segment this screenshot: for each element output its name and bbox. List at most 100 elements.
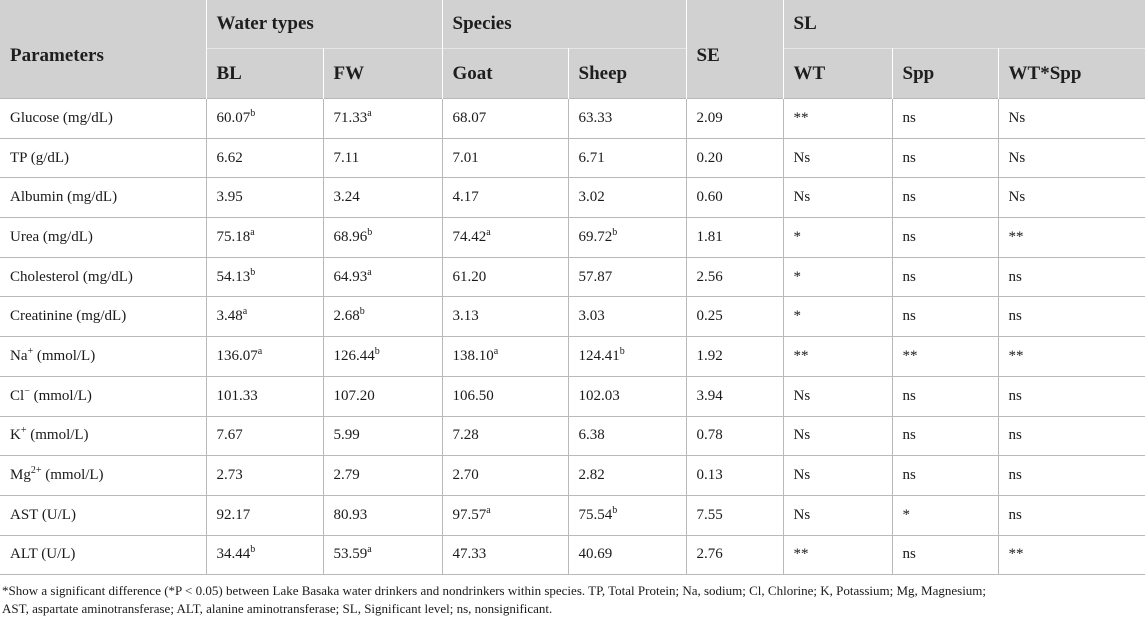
- value-goat: 3.13: [452, 308, 479, 325]
- cell-wt: Ns: [782, 415, 893, 457]
- superscript-bl: a: [257, 345, 263, 357]
- cell-wtspp: ns: [997, 494, 1145, 536]
- value-sheep: 57.87: [578, 268, 613, 285]
- cell-parameter: ALT (U/L): [0, 534, 207, 576]
- cell-wtspp: Ns: [997, 98, 1145, 139]
- parameter-name: Cl: [10, 387, 25, 404]
- cell-goat: 3.13: [441, 296, 569, 338]
- cell-wt: Ns: [782, 137, 893, 179]
- cell-wt: *: [782, 256, 893, 298]
- cell-goat: 68.07: [441, 98, 569, 139]
- table-row: ALT (U/L) 34.44b 53.59a 47.33 40.69 2.76 ** ns *…: [0, 534, 1145, 576]
- cell-se: 0.13: [685, 455, 784, 496]
- cell-sheep: 57.87: [567, 256, 687, 298]
- superscript-bl: b: [250, 266, 256, 278]
- cell-spp: ns: [891, 534, 999, 576]
- cell-parameter: Albumin (mg/dL): [0, 177, 207, 219]
- header-goat: Goat: [442, 48, 569, 99]
- superscript-fw: b: [359, 306, 365, 318]
- cell-parameter: AST (U/L): [0, 494, 207, 536]
- cell-wtspp: Ns: [997, 177, 1145, 219]
- value-fw: 64.93: [333, 268, 368, 285]
- table-row: K+ (mmol/L) 7.67 5.99 7.28 6.38 0.78 Ns ns ns: [0, 415, 1145, 457]
- value-goat: 138.10: [452, 347, 494, 364]
- cell-se: 2.56: [685, 256, 784, 298]
- cell-se: 0.78: [685, 415, 784, 457]
- cell-wtspp: ns: [997, 415, 1145, 457]
- parameter-name: Glucose (mg/dL): [10, 109, 113, 126]
- cell-spp: ns: [891, 296, 999, 338]
- cell-spp: *: [891, 494, 999, 536]
- header-species: Species: [442, 0, 687, 49]
- cell-se: 1.92: [685, 336, 784, 377]
- cell-bl: 101.33: [205, 375, 324, 417]
- table-row: AST (U/L) 92.17 80.93 97.57a 75.54b 7.55 Ns * ns: [0, 494, 1145, 536]
- header-sheep: Sheep: [568, 48, 687, 99]
- parameter-name: Urea (mg/dL): [10, 228, 93, 245]
- parameter-superscript: +: [27, 345, 34, 357]
- header-water-types: Water types: [206, 0, 443, 49]
- cell-fw: 2.79: [322, 455, 443, 496]
- superscript-bl: a: [250, 226, 255, 238]
- value-sheep: 63.33: [578, 109, 613, 126]
- cell-se: 0.20: [685, 137, 784, 179]
- cell-fw: 3.24: [322, 177, 443, 219]
- cell-parameter: Urea (mg/dL): [0, 217, 207, 258]
- header-bl: BL: [206, 48, 324, 99]
- value-goat: 97.57: [452, 506, 487, 523]
- cell-parameter: TP (g/dL): [0, 137, 207, 179]
- cell-bl: 136.07a: [205, 336, 324, 377]
- cell-fw: 68.96b: [322, 217, 443, 258]
- parameter-name: K: [10, 427, 21, 444]
- cell-sheep: 40.69: [567, 534, 687, 576]
- value-bl: 3.95: [216, 189, 243, 206]
- value-goat: 2.70: [452, 467, 479, 484]
- cell-wtspp: ns: [997, 256, 1145, 298]
- cell-bl: 92.17: [205, 494, 324, 536]
- cell-fw: 71.33a: [322, 98, 443, 139]
- table-row: Urea (mg/dL) 75.18a 68.96b 74.42a 69.72b 1.81…: [0, 217, 1145, 258]
- value-sheep: 69.72: [578, 228, 613, 245]
- value-sheep: 124.41: [578, 347, 620, 364]
- cell-fw: 7.11: [322, 137, 443, 179]
- cell-fw: 5.99: [322, 415, 443, 457]
- cell-goat: 7.01: [441, 137, 569, 179]
- footnote-line-1: *Show a significant difference (*P < 0.0…: [2, 583, 987, 599]
- table-row: Mg2+ (mmol/L) 2.73 2.79 2.70 2.82 0.13 Ns ns ns: [0, 455, 1145, 496]
- header-sl: SL: [783, 0, 1145, 49]
- cell-goat: 7.28: [441, 415, 569, 457]
- cell-parameter: Cholesterol (mg/dL): [0, 256, 207, 298]
- cell-wt: *: [782, 296, 893, 338]
- header-parameters: Parameters: [0, 0, 207, 99]
- parameter-unit: (mmol/L): [26, 427, 89, 444]
- cell-wtspp: ns: [997, 455, 1145, 496]
- parameter-name: TP (g/dL): [10, 149, 70, 166]
- cell-goat: 138.10a: [441, 336, 569, 377]
- cell-wt: **: [782, 534, 893, 576]
- superscript-goat: a: [493, 345, 499, 357]
- cell-bl: 54.13b: [205, 256, 324, 298]
- cell-bl: 6.62: [205, 137, 324, 179]
- cell-sheep: 124.41b: [567, 336, 687, 377]
- value-fw: 2.79: [333, 467, 360, 484]
- table-row: Albumin (mg/dL) 3.95 3.24 4.17 3.02 0.60 Ns ns N…: [0, 177, 1145, 219]
- cell-sheep: 3.03: [567, 296, 687, 338]
- parameter-name: Creatinine (mg/dL): [10, 308, 127, 325]
- table-row: Cl− (mmol/L) 101.33 107.20 106.50 102.03 3.94…: [0, 375, 1145, 417]
- value-fw: 3.24: [333, 189, 360, 206]
- cell-goat: 74.42a: [441, 217, 569, 258]
- value-sheep: 2.82: [578, 467, 605, 484]
- cell-goat: 2.70: [441, 455, 569, 496]
- value-goat: 61.20: [452, 268, 487, 285]
- cell-goat: 97.57a: [441, 494, 569, 536]
- cell-parameter: Mg2+ (mmol/L): [0, 455, 207, 496]
- parameter-name: Na: [10, 347, 28, 364]
- cell-parameter: Cl− (mmol/L): [0, 375, 207, 417]
- value-fw: 71.33: [333, 109, 368, 126]
- value-sheep: 6.38: [578, 427, 605, 444]
- value-bl: 92.17: [216, 506, 251, 523]
- value-bl: 2.73: [216, 467, 243, 484]
- header-fw: FW: [323, 48, 443, 99]
- header-spp: Spp: [892, 48, 999, 99]
- cell-wt: *: [782, 217, 893, 258]
